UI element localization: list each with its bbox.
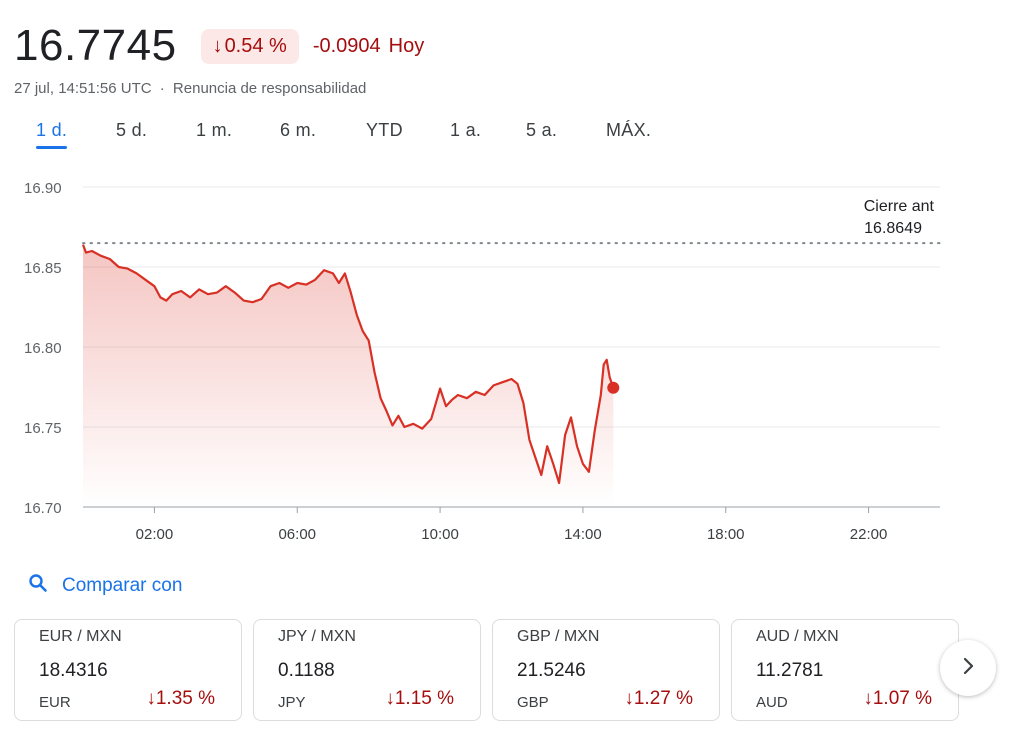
pair-change-value: 1.07 % (872, 688, 932, 709)
period-label: Hoy (388, 34, 425, 57)
tab-2[interactable]: 1 m. (196, 120, 233, 140)
disclaimer-link[interactable]: Renuncia de responsabilidad (172, 80, 367, 97)
percent-change-badge: ↓ 0.54 % (200, 28, 299, 64)
compare-button[interactable]: Comparar con (28, 573, 182, 598)
pair-name: EUR / MXN (39, 628, 122, 645)
pair-change-value: 1.27 % (633, 688, 693, 709)
arrow-down-icon: ↓ (146, 688, 156, 709)
percent-change-value: 0.54 % (224, 34, 287, 57)
pair-value: 21.5246 (517, 660, 586, 681)
tab-7[interactable]: MÁX. (606, 120, 652, 140)
previous-close-label: Cierre ant (864, 198, 935, 215)
y-tick-label: 16.80 (24, 340, 62, 357)
pair-card[interactable]: GBP / MXN 21.5246 GBP ↓1.27 % (492, 619, 720, 721)
tab-6[interactable]: 5 a. (526, 120, 558, 140)
pair-card[interactable]: AUD / MXN 11.2781 AUD ↓1.07 % (731, 619, 959, 721)
pair-change-value: 1.35 % (155, 688, 215, 709)
price-line (81, 244, 615, 485)
related-pairs: EUR / MXN 18.4316 EUR ↓1.35 % JPY / MXN 0.118… (14, 619, 959, 721)
pair-value: 0.1188 (278, 660, 335, 681)
pair-change: ↓1.15 % (385, 688, 454, 710)
timestamp: 27 jul, 14:51:56 UTC (14, 80, 152, 97)
pair-currency: EUR (39, 694, 71, 711)
y-tick-label: 16.90 (24, 180, 62, 197)
current-price: 16.7745 (14, 21, 177, 70)
pair-change: ↓1.35 % (146, 688, 215, 710)
pair-name: AUD / MXN (756, 628, 839, 645)
pair-card[interactable]: EUR / MXN 18.4316 EUR ↓1.35 % (14, 619, 242, 721)
timestamp-line: 27 jul, 14:51:56 UTC · Renuncia de respo… (14, 80, 366, 97)
x-tick-label: 10:00 (421, 526, 459, 543)
chevron-right-icon (958, 656, 978, 681)
tab-1[interactable]: 5 d. (116, 120, 148, 140)
price-header: 16.7745 ↓ 0.54 % -0.0904 Hoy (14, 18, 424, 74)
y-tick-label: 16.85 (24, 260, 62, 277)
previous-close-value: 16.8649 (864, 220, 922, 237)
pair-change: ↓1.27 % (624, 688, 693, 710)
y-tick-label: 16.70 (24, 500, 62, 517)
x-tick-label: 18:00 (707, 526, 745, 543)
pair-name: GBP / MXN (517, 628, 600, 645)
arrow-down-icon: ↓ (385, 688, 395, 709)
current-price-dot (607, 381, 620, 394)
next-cards-button[interactable] (940, 640, 996, 696)
absolute-change: -0.0904 Hoy (313, 35, 424, 58)
absolute-change-value: -0.0904 (312, 34, 381, 57)
arrow-down-icon: ↓ (212, 34, 223, 57)
range-tabs: 1 d. 5 d. 1 m. 6 m. YTD 1 a. 5 a. MÁX. (14, 116, 714, 150)
pair-change: ↓1.07 % (863, 688, 932, 710)
arrow-down-icon: ↓ (863, 688, 873, 709)
search-icon (28, 573, 48, 598)
y-tick-label: 16.75 (24, 420, 62, 437)
tab-5[interactable]: 1 a. (450, 120, 482, 140)
x-tick-label: 06:00 (278, 526, 316, 543)
tab-0[interactable]: 1 d. (36, 116, 68, 149)
x-tick-label: 02:00 (136, 526, 174, 543)
pair-name: JPY / MXN (278, 628, 356, 645)
pair-value: 18.4316 (39, 660, 108, 681)
tab-4[interactable]: YTD (366, 120, 403, 140)
tab-3[interactable]: 6 m. (280, 120, 317, 140)
price-area-fill (83, 244, 614, 507)
separator: · (159, 80, 165, 97)
pair-currency: GBP (517, 694, 549, 711)
price-chart: 16.90 16.85 16.80 16.75 16.70 02:00 06:00 10:00… (24, 180, 941, 543)
pair-card[interactable]: JPY / MXN 0.1188 JPY ↓1.15 % (253, 619, 481, 721)
compare-label: Comparar con (62, 574, 183, 596)
arrow-down-icon: ↓ (624, 688, 634, 709)
pair-currency: JPY (278, 694, 306, 711)
pair-change-value: 1.15 % (394, 688, 454, 709)
pair-value: 11.2781 (756, 660, 824, 681)
x-tick-label: 14:00 (564, 526, 602, 543)
x-tick-label: 22:00 (850, 526, 888, 543)
pair-currency: AUD (756, 694, 788, 711)
